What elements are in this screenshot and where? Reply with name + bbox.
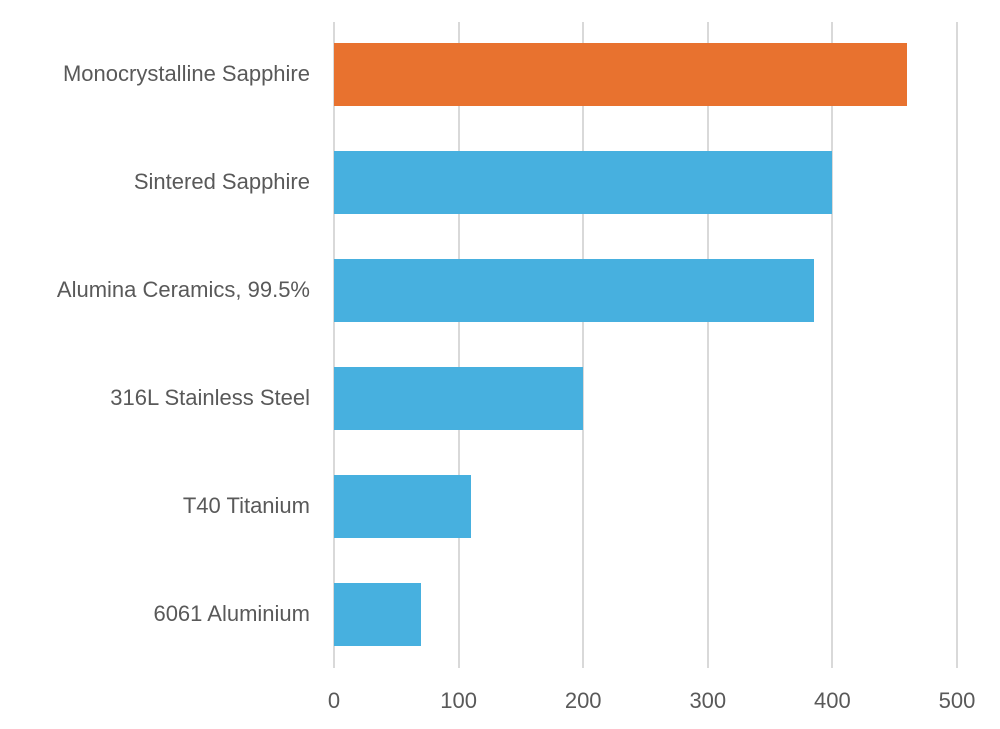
- x-tick-label: 200: [564, 688, 602, 713]
- x-tick-label: 100: [440, 688, 477, 713]
- category-label: Monocrystalline Sapphire: [62, 61, 310, 86]
- x-tick-label: 500: [938, 688, 976, 713]
- x-tick-label: 300: [689, 688, 727, 713]
- gridline: [333, 22, 335, 668]
- gridline: [457, 22, 460, 668]
- gridline: [582, 22, 585, 668]
- bar: [334, 367, 584, 430]
- category-label: Alumina Ceramics, 99.5%: [56, 277, 310, 302]
- gridline: [706, 22, 709, 668]
- gridline: [831, 22, 834, 668]
- category-label: T40 Titanium: [182, 493, 310, 518]
- bar: [334, 43, 908, 106]
- gridline: [956, 22, 958, 668]
- bar: [334, 475, 472, 538]
- category-label: Sintered Sapphire: [133, 169, 310, 194]
- category-label: 6061 Aluminium: [153, 601, 310, 626]
- bar: [334, 151, 833, 214]
- x-tick-label: 400: [814, 688, 851, 713]
- x-tick-label: 0: [327, 688, 341, 713]
- bar: [334, 259, 814, 322]
- bar: [334, 583, 422, 646]
- category-label: 316L Stainless Steel: [110, 385, 310, 410]
